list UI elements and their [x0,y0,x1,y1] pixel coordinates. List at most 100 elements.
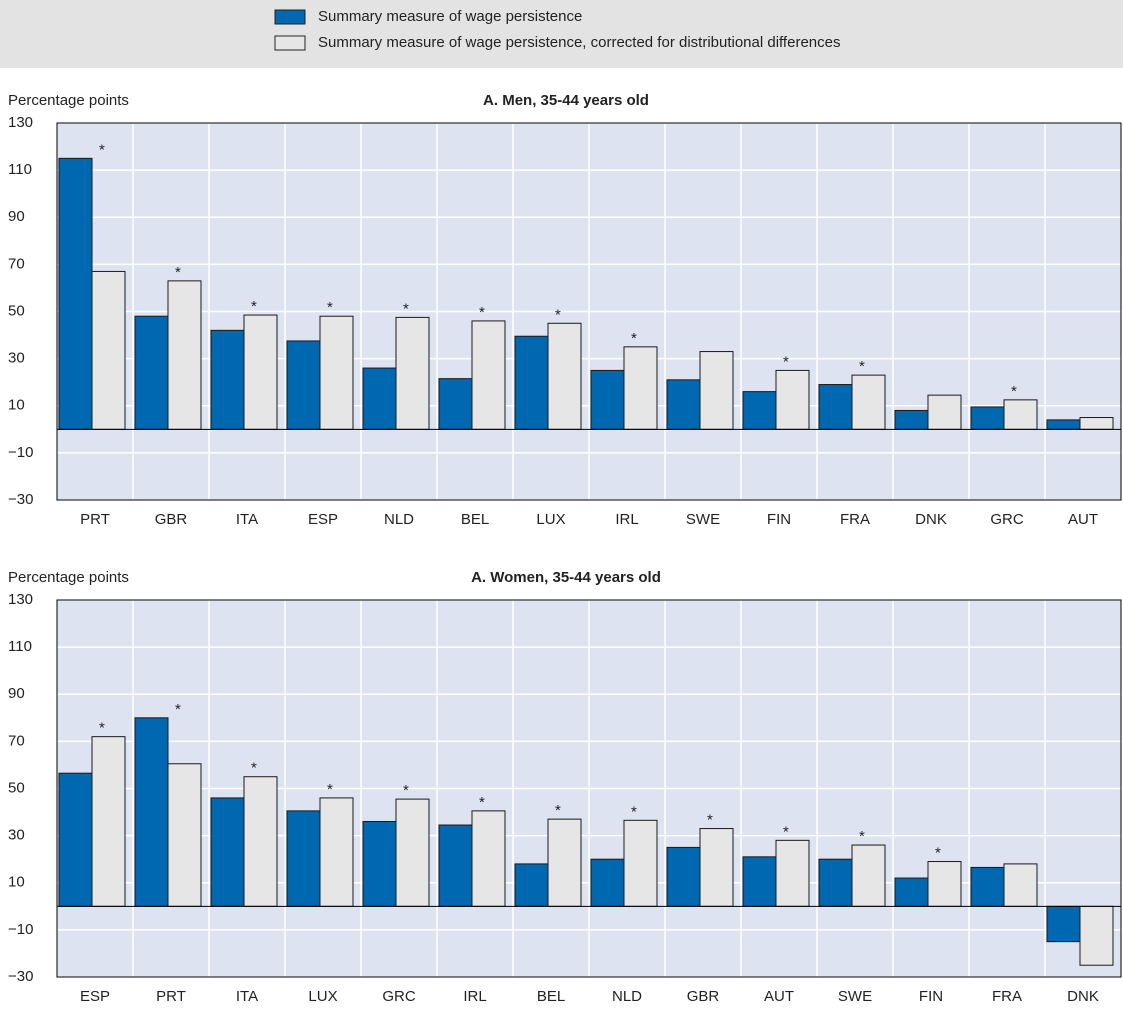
bar [514,863,549,907]
bar [699,351,734,430]
y-tick-label: 10 [8,397,25,414]
bar [319,315,354,430]
bar [894,877,929,907]
bar [970,866,1005,907]
bar [243,314,278,430]
bar [623,346,658,430]
bar [666,379,701,430]
y-tick-label: −10 [8,444,33,461]
bar [818,384,853,430]
bar [471,810,506,907]
bar [590,369,625,430]
legend-label: Summary measure of wage persistence, cor… [318,34,840,51]
y-tick-label: 110 [8,638,32,655]
x-tick-label: PRT [80,511,110,528]
x-tick-label: AUT [1068,511,1098,528]
significance-marker: * [251,760,257,777]
bar [623,819,658,907]
bar [970,406,1005,430]
bar [775,369,810,430]
y-tick-label: −30 [8,491,33,508]
y-tick-label: 50 [8,302,25,319]
bar [699,828,734,907]
bar [438,824,473,907]
plot-frame [56,122,1122,501]
significance-marker: * [175,701,181,718]
bar [210,329,245,430]
bar [547,818,582,907]
x-tick-label: BEL [461,511,489,528]
significance-marker: * [631,330,637,347]
plot-frame [56,599,1122,978]
bar [243,776,278,907]
bar [742,856,777,907]
significance-marker: * [783,823,789,840]
x-tick-label: SWE [686,511,720,528]
bar [286,340,321,430]
x-tick-label: ESP [80,988,110,1005]
bar [1046,905,1081,943]
chart-title: A. Men, 35-44 years old [483,92,649,109]
bar [851,844,886,907]
bar [286,810,321,907]
significance-marker: * [479,304,485,321]
bar [1003,399,1038,430]
y-tick-label: −30 [8,968,33,985]
x-tick-label: ESP [308,511,338,528]
bar [927,394,962,430]
y-tick-label: 90 [8,208,25,225]
chart-title: A. Women, 35-44 years old [471,569,661,586]
significance-marker: * [631,803,637,820]
significance-marker: * [935,845,941,862]
significance-marker: * [707,812,713,829]
bar [1046,419,1081,430]
x-tick-label: FRA [992,988,1022,1005]
bar [395,798,430,907]
bar [742,391,777,430]
bar [167,763,202,907]
x-tick-label: NLD [612,988,642,1005]
x-tick-label: PRT [156,988,186,1005]
significance-marker: * [99,720,105,737]
bar [1079,905,1114,966]
bar [395,316,430,430]
bar [210,797,245,907]
x-tick-label: FIN [919,988,943,1005]
x-tick-label: IRL [463,988,486,1005]
bar [134,717,169,907]
x-tick-label: AUT [764,988,794,1005]
bar [58,157,93,430]
x-tick-label: SWE [838,988,872,1005]
x-tick-label: BEL [537,988,565,1005]
x-tick-label: DNK [915,511,947,528]
significance-marker: * [555,802,561,819]
x-tick-label: NLD [384,511,414,528]
bar [818,858,853,907]
x-tick-label: IRL [615,511,638,528]
bar [547,322,582,430]
bar [319,797,354,907]
x-tick-label: LUX [308,988,337,1005]
y-tick-label: 70 [8,732,25,749]
x-tick-label: GRC [382,988,416,1005]
y-tick-label: 50 [8,779,25,796]
significance-marker: * [859,828,865,845]
significance-marker: * [403,782,409,799]
significance-marker: * [175,264,181,281]
y-axis-label: Percentage points [8,569,129,586]
bar [91,736,126,907]
x-tick-label: ITA [236,511,258,528]
bar [590,858,625,907]
bar [666,846,701,907]
bar [58,772,93,907]
bar [91,270,126,430]
significance-marker: * [859,358,865,375]
bar [514,335,549,430]
y-tick-label: 130 [8,591,33,608]
y-tick-label: 10 [8,874,25,891]
x-tick-label: ITA [236,988,258,1005]
x-tick-label: LUX [536,511,565,528]
bar [134,315,169,430]
bar [362,820,397,907]
